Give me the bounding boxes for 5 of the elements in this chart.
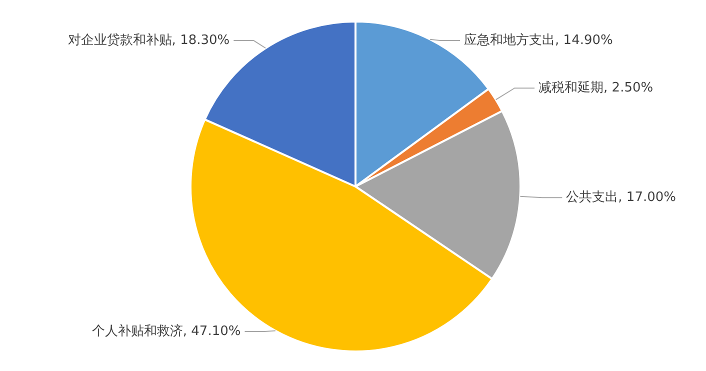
slice-label: 对企业贷款和补贴, 18.30% (68, 33, 230, 48)
slice-label: 应急和地方支出, 14.90% (464, 32, 613, 48)
slice-label: 个人补贴和救济, 47.10% (92, 324, 241, 339)
slice-label: 减税和延期, 2.50% (538, 80, 654, 96)
slice-label: 公共支出, 17.00% (566, 190, 676, 206)
